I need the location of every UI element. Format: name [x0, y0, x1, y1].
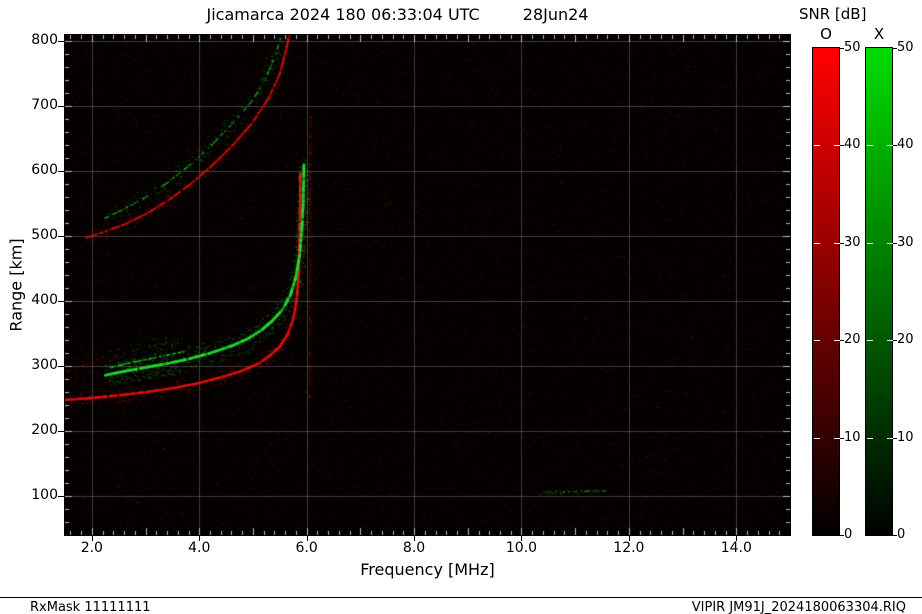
- x-tick-label: 4.0: [188, 540, 211, 556]
- tick-mark: [736, 536, 737, 541]
- y-tick-label: 700: [31, 97, 58, 114]
- tick-mark: [893, 438, 897, 439]
- tick-mark: [893, 535, 897, 536]
- colorbar-tick-label: 40: [897, 137, 914, 153]
- tick-mark: [867, 340, 873, 341]
- colorbar-tick-label: 10: [897, 429, 914, 445]
- rxmask-label: RxMask 11111111: [30, 600, 151, 614]
- tick-mark: [58, 106, 64, 107]
- x-tick-label: 14.0: [720, 540, 752, 556]
- tick-mark: [58, 171, 64, 172]
- plot-title: Jicamarca 2024 180 06:33:04 UTC: [206, 5, 480, 24]
- colorbar-tick-label: 50: [897, 40, 914, 55]
- tick-mark: [893, 243, 897, 244]
- filename-label: VIPIR JM91J_2024180063304.RIQ: [691, 600, 906, 614]
- x-mode-label: X: [873, 25, 885, 43]
- x-tick-label: 2.0: [80, 540, 103, 556]
- x-mode-colorbar: [865, 47, 893, 536]
- o-mode-colorbar: [812, 47, 840, 536]
- tick-mark: [887, 438, 893, 439]
- header: Jicamarca 2024 180 06:33:04 UTC 28Jun24: [0, 5, 795, 24]
- tick-mark: [867, 145, 873, 146]
- tick-mark: [58, 366, 64, 367]
- x-tick-label: 12.0: [613, 540, 645, 556]
- y-tick-label: 100: [31, 487, 58, 504]
- tick-mark: [58, 431, 64, 432]
- tick-mark: [814, 438, 820, 439]
- footer-divider: [0, 597, 922, 598]
- tick-mark: [58, 41, 64, 42]
- tick-mark: [834, 243, 840, 244]
- x-tick-label: 10.0: [505, 540, 538, 556]
- colorbar-tick-label: 30: [844, 234, 861, 250]
- tick-mark: [834, 145, 840, 146]
- tick-mark: [840, 243, 844, 244]
- colorbar-tick-label: 20: [844, 332, 861, 348]
- colorbar-tick-label: 10: [844, 429, 861, 445]
- tick-mark: [92, 536, 93, 541]
- o-mode-label: O: [820, 25, 832, 43]
- tick-mark: [414, 536, 415, 541]
- y-tick-label: 500: [31, 227, 58, 244]
- y-tick-label: 800: [31, 32, 58, 49]
- tick-mark: [887, 340, 893, 341]
- x-tick-label: 8.0: [402, 540, 426, 556]
- colorbar-tick-label: 50: [844, 40, 861, 55]
- tick-mark: [58, 301, 64, 302]
- colorbar-tick-label: 0: [897, 527, 906, 542]
- colorbar-tick-label: 40: [844, 137, 861, 153]
- colorbar-title: SNR [dB]: [799, 5, 867, 23]
- tick-mark: [893, 340, 897, 341]
- y-tick-label: 200: [31, 422, 58, 439]
- y-tick-label: 300: [31, 357, 58, 374]
- tick-mark: [58, 496, 64, 497]
- y-tick-label: 400: [31, 292, 58, 309]
- date-label: 28Jun24: [522, 5, 589, 24]
- colorbar-tick-label: 30: [897, 234, 914, 250]
- tick-mark: [307, 536, 308, 541]
- tick-mark: [867, 243, 873, 244]
- tick-mark: [840, 438, 844, 439]
- tick-mark: [814, 243, 820, 244]
- tick-mark: [521, 536, 522, 541]
- x-tick-label: 6.0: [295, 540, 318, 556]
- tick-mark: [840, 535, 844, 536]
- tick-mark: [834, 340, 840, 341]
- colorbar-tick-label: 20: [897, 332, 914, 348]
- tick-mark: [840, 340, 844, 341]
- tick-mark: [893, 145, 897, 146]
- y-axis-title: Range [km]: [6, 238, 26, 332]
- y-tick-label: 600: [31, 162, 58, 179]
- tick-mark: [814, 340, 820, 341]
- tick-mark: [867, 438, 873, 439]
- plot-canvas: [64, 34, 791, 536]
- tick-mark: [887, 145, 893, 146]
- tick-mark: [834, 438, 840, 439]
- x-axis-title: Frequency [MHz]: [360, 560, 495, 579]
- colorbar-tick-label: 0: [844, 527, 853, 542]
- tick-mark: [840, 145, 844, 146]
- tick-mark: [893, 48, 897, 49]
- tick-mark: [887, 243, 893, 244]
- tick-mark: [840, 48, 844, 49]
- tick-mark: [58, 236, 64, 237]
- tick-mark: [199, 536, 200, 541]
- tick-mark: [814, 145, 820, 146]
- tick-mark: [629, 536, 630, 541]
